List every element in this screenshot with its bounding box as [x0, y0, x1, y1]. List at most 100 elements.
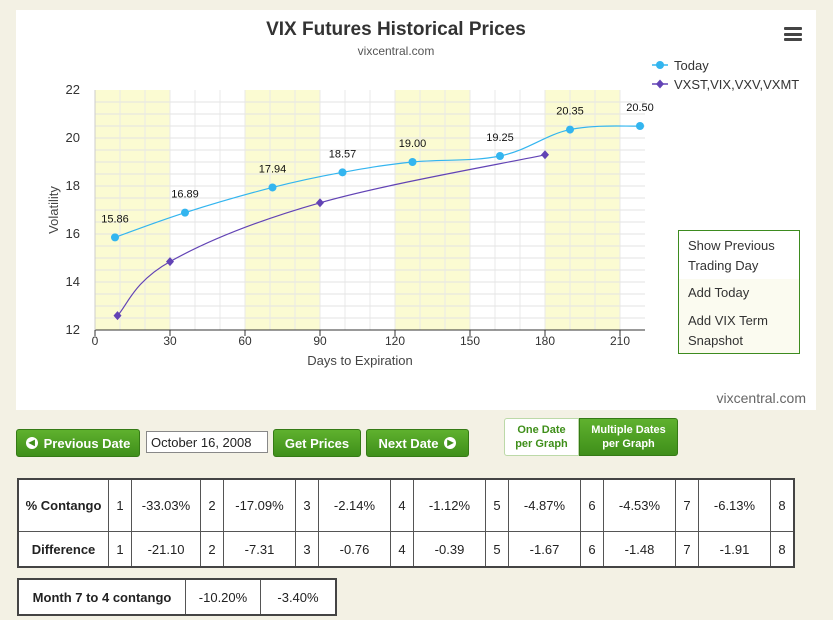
data-label: 19.00 [399, 138, 427, 150]
y-tick-label: 20 [66, 130, 80, 145]
chart-context-menu: Show Previous Trading Day Add Today Add … [678, 230, 800, 354]
x-axis-title: Days to Expiration [307, 353, 413, 368]
contango-value: -6.13% [698, 478, 771, 532]
x-tick-label: 180 [535, 334, 555, 348]
chart-credit[interactable]: vixcentral.com [716, 390, 806, 406]
difference-row-label: Difference [17, 531, 109, 568]
data-point [496, 152, 504, 160]
chart-title: VIX Futures Historical Prices [266, 19, 526, 40]
difference-value: -0.76 [318, 531, 391, 568]
month-number: 6 [580, 531, 604, 568]
y-tick-label: 12 [66, 322, 80, 337]
hamburger-menu-icon[interactable] [784, 27, 802, 41]
month-number: 7 [675, 531, 699, 568]
month-number: 6 [580, 478, 604, 532]
month-contango-value: -3.40% [260, 578, 337, 616]
legend-marker [656, 79, 664, 89]
data-point [338, 168, 347, 177]
difference-value: -1.91 [698, 531, 771, 568]
arrow-left-icon: ◀ [25, 437, 38, 449]
difference-row: Difference 1 -21.10 2 -7.31 3 -0.76 4 -0… [17, 531, 795, 568]
y-tick-label: 22 [66, 82, 80, 97]
next-date-button[interactable]: Next Date ▶ [366, 429, 469, 457]
x-tick-label: 150 [460, 334, 480, 348]
chart-svg: 0 30 60 90 120 150 180 210 12 14 16 18 20 22 VIX Futur… [46, 19, 799, 368]
difference-value: -21.10 [131, 531, 201, 568]
one-date-label: One Date per Graph [515, 424, 568, 450]
data-label: 17.94 [259, 163, 287, 175]
data-point [181, 208, 189, 217]
get-prices-button[interactable]: Get Prices [273, 429, 361, 457]
series-line-1 [117, 154, 546, 317]
contango-value: -1.12% [413, 478, 486, 532]
month-number: 8 [770, 478, 795, 532]
data-point [541, 150, 549, 160]
contango-row: % Contango 1 -33.03% 2 -17.09% 3 -2.14% … [17, 478, 795, 532]
data-point [566, 125, 574, 134]
data-label: 16.89 [171, 189, 199, 201]
data-point [636, 122, 644, 130]
data-point [166, 257, 174, 267]
difference-value: -1.48 [603, 531, 676, 568]
contango-table: % Contango 1 -33.03% 2 -17.09% 3 -2.14% … [17, 478, 795, 568]
data-label: 19.25 [486, 132, 514, 144]
x-tick-label: 90 [313, 334, 327, 348]
month-number: 8 [770, 531, 795, 568]
month-number: 5 [485, 531, 509, 568]
date-input[interactable] [146, 431, 268, 453]
month-contango-table: Month 7 to 4 contango -10.20% -3.40% [17, 578, 337, 616]
month-number: 1 [108, 478, 132, 532]
month-number: 1 [108, 531, 132, 568]
x-tick-label: 60 [238, 334, 252, 348]
menu-item-add-vix-term[interactable]: Add VIX Term Snapshot [688, 313, 768, 348]
x-tick-label: 120 [385, 334, 405, 348]
x-tick-label: 30 [163, 334, 177, 348]
data-point [111, 233, 119, 242]
data-label: 18.57 [329, 148, 357, 160]
menu-item-add-today[interactable]: Add Today [688, 285, 750, 300]
month-number: 5 [485, 478, 509, 532]
x-tick-label: 210 [610, 334, 630, 348]
difference-value: -7.31 [223, 531, 296, 568]
multiple-dates-label: Multiple Dates per Graph [591, 424, 666, 450]
month-contango-value: -10.20% [185, 578, 261, 616]
month-contango-row: Month 7 to 4 contango -10.20% -3.40% [17, 578, 337, 616]
one-date-toggle[interactable]: One Date per Graph [504, 418, 579, 456]
contango-value: -4.53% [603, 478, 676, 532]
contango-value: -2.14% [318, 478, 391, 532]
legend-label: VXST,VIX,VXV,VXMT [674, 77, 799, 92]
difference-value: -0.39 [413, 531, 486, 568]
difference-value: -1.67 [508, 531, 581, 568]
data-label: 20.50 [626, 102, 654, 114]
contango-value: -17.09% [223, 478, 296, 532]
menu-item-show-previous[interactable]: Show Previous Trading Day [679, 231, 799, 279]
month-number: 4 [390, 478, 414, 532]
previous-date-label: Previous Date [43, 435, 131, 451]
month-number: 2 [200, 478, 224, 532]
y-tick-label: 16 [66, 226, 80, 241]
y-axis-title: Volatility [46, 186, 61, 234]
month-number: 4 [390, 531, 414, 568]
data-label: 15.86 [101, 213, 129, 225]
data-point [268, 183, 277, 192]
chart-subtitle: vixcentral.com [358, 44, 435, 58]
y-tick-label: 14 [66, 274, 80, 289]
series-line-0 [114, 125, 641, 238]
data-point [408, 158, 417, 166]
contango-value: -33.03% [131, 478, 201, 532]
x-tick-label: 0 [92, 334, 99, 348]
data-point [113, 311, 122, 321]
y-tick-label: 18 [66, 178, 80, 193]
month-number: 7 [675, 478, 699, 532]
data-label: 20.35 [556, 106, 584, 118]
month-number: 3 [295, 531, 319, 568]
chart-panel: 0 30 60 90 120 150 180 210 12 14 16 18 20 22 VIX Futur… [16, 10, 816, 410]
legend-label: Today [674, 58, 709, 73]
next-date-label: Next Date [378, 435, 439, 451]
contango-row-label: % Contango [17, 478, 109, 532]
multiple-dates-toggle[interactable]: Multiple Dates per Graph [579, 418, 678, 456]
month-contango-label: Month 7 to 4 contango [17, 578, 186, 616]
previous-date-button[interactable]: ◀ Previous Date [16, 429, 140, 457]
arrow-right-icon: ▶ [444, 437, 457, 449]
legend-marker [656, 61, 664, 69]
